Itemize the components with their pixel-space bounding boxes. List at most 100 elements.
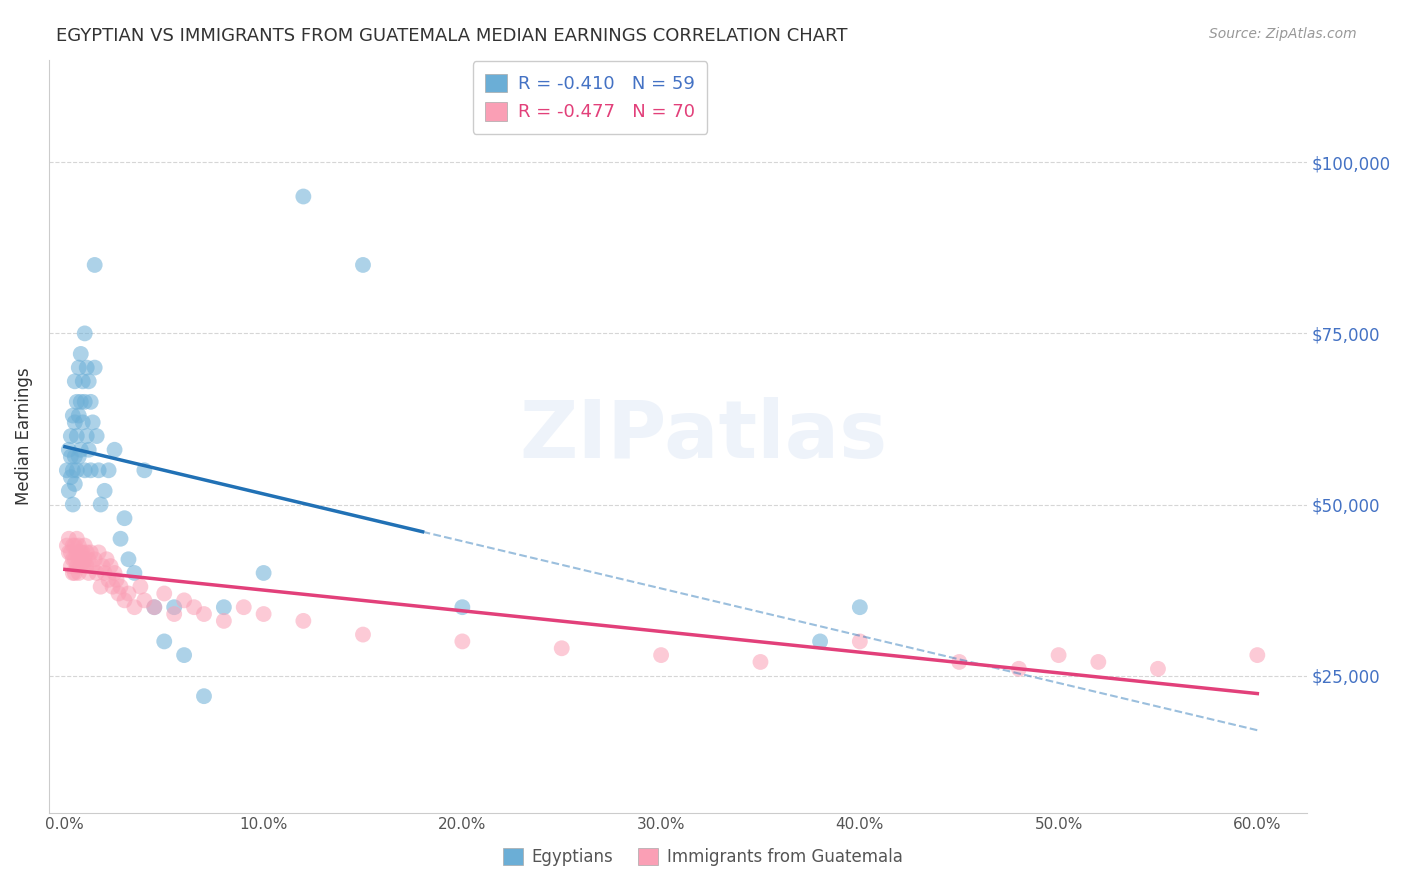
Point bbox=[193, 607, 215, 621]
Point bbox=[72, 545, 94, 559]
Point bbox=[69, 347, 91, 361]
Point bbox=[90, 580, 112, 594]
Point bbox=[143, 600, 166, 615]
Point bbox=[77, 552, 100, 566]
Point bbox=[66, 532, 89, 546]
Y-axis label: Median Earnings: Median Earnings bbox=[15, 368, 32, 505]
Point bbox=[63, 416, 86, 430]
Point bbox=[83, 258, 105, 272]
Point bbox=[66, 545, 89, 559]
Point bbox=[650, 648, 672, 662]
Text: ZIPatlas: ZIPatlas bbox=[519, 397, 887, 475]
Point bbox=[77, 374, 100, 388]
Point bbox=[58, 532, 80, 546]
Point bbox=[451, 600, 474, 615]
Point bbox=[77, 442, 100, 457]
Point bbox=[67, 409, 90, 423]
Point bbox=[105, 573, 128, 587]
Point bbox=[73, 326, 96, 341]
Point bbox=[63, 539, 86, 553]
Point bbox=[134, 593, 156, 607]
Point bbox=[134, 463, 156, 477]
Point bbox=[67, 450, 90, 464]
Point bbox=[97, 463, 120, 477]
Point bbox=[110, 580, 132, 594]
Point bbox=[87, 545, 110, 559]
Point bbox=[67, 552, 90, 566]
Point bbox=[67, 360, 90, 375]
Point bbox=[96, 552, 118, 566]
Point bbox=[72, 559, 94, 574]
Text: EGYPTIAN VS IMMIGRANTS FROM GUATEMALA MEDIAN EARNINGS CORRELATION CHART: EGYPTIAN VS IMMIGRANTS FROM GUATEMALA ME… bbox=[56, 27, 848, 45]
Point bbox=[80, 545, 103, 559]
Point bbox=[62, 409, 84, 423]
Point bbox=[73, 463, 96, 477]
Point bbox=[90, 498, 112, 512]
Point bbox=[849, 634, 872, 648]
Point bbox=[124, 566, 146, 580]
Point bbox=[252, 607, 274, 621]
Point bbox=[66, 559, 89, 574]
Point bbox=[59, 559, 82, 574]
Point bbox=[292, 614, 315, 628]
Point bbox=[62, 498, 84, 512]
Point bbox=[56, 539, 79, 553]
Point bbox=[749, 655, 772, 669]
Point bbox=[103, 442, 125, 457]
Point bbox=[73, 552, 96, 566]
Point bbox=[63, 552, 86, 566]
Point bbox=[153, 586, 176, 600]
Point bbox=[1246, 648, 1268, 662]
Point bbox=[69, 559, 91, 574]
Point bbox=[58, 483, 80, 498]
Point bbox=[451, 634, 474, 648]
Point bbox=[83, 552, 105, 566]
Point bbox=[948, 655, 970, 669]
Point bbox=[252, 566, 274, 580]
Point bbox=[59, 450, 82, 464]
Point bbox=[292, 189, 315, 203]
Point bbox=[129, 580, 152, 594]
Point bbox=[77, 566, 100, 580]
Point bbox=[114, 511, 136, 525]
Point bbox=[97, 573, 120, 587]
Point bbox=[83, 360, 105, 375]
Point bbox=[73, 539, 96, 553]
Point bbox=[163, 600, 186, 615]
Point bbox=[82, 559, 104, 574]
Text: Source: ZipAtlas.com: Source: ZipAtlas.com bbox=[1209, 27, 1357, 41]
Point bbox=[80, 394, 103, 409]
Point bbox=[173, 593, 195, 607]
Point bbox=[117, 586, 139, 600]
Point bbox=[193, 689, 215, 703]
Point bbox=[163, 607, 186, 621]
Point bbox=[551, 641, 574, 656]
Legend: R = -0.410   N = 59, R = -0.477   N = 70: R = -0.410 N = 59, R = -0.477 N = 70 bbox=[472, 61, 707, 134]
Point bbox=[58, 545, 80, 559]
Point bbox=[59, 429, 82, 443]
Point bbox=[91, 559, 114, 574]
Point bbox=[63, 450, 86, 464]
Point bbox=[82, 416, 104, 430]
Point bbox=[67, 566, 90, 580]
Point bbox=[76, 545, 98, 559]
Point bbox=[76, 429, 98, 443]
Point bbox=[67, 539, 90, 553]
Point bbox=[66, 463, 89, 477]
Point bbox=[110, 532, 132, 546]
Point bbox=[73, 394, 96, 409]
Point bbox=[56, 463, 79, 477]
Point bbox=[1008, 662, 1031, 676]
Point bbox=[66, 429, 89, 443]
Point bbox=[62, 539, 84, 553]
Point bbox=[86, 566, 108, 580]
Point bbox=[117, 552, 139, 566]
Point bbox=[69, 442, 91, 457]
Point bbox=[1047, 648, 1070, 662]
Point bbox=[76, 360, 98, 375]
Point bbox=[101, 580, 124, 594]
Point bbox=[62, 463, 84, 477]
Point bbox=[173, 648, 195, 662]
Point bbox=[212, 600, 235, 615]
Point bbox=[58, 442, 80, 457]
